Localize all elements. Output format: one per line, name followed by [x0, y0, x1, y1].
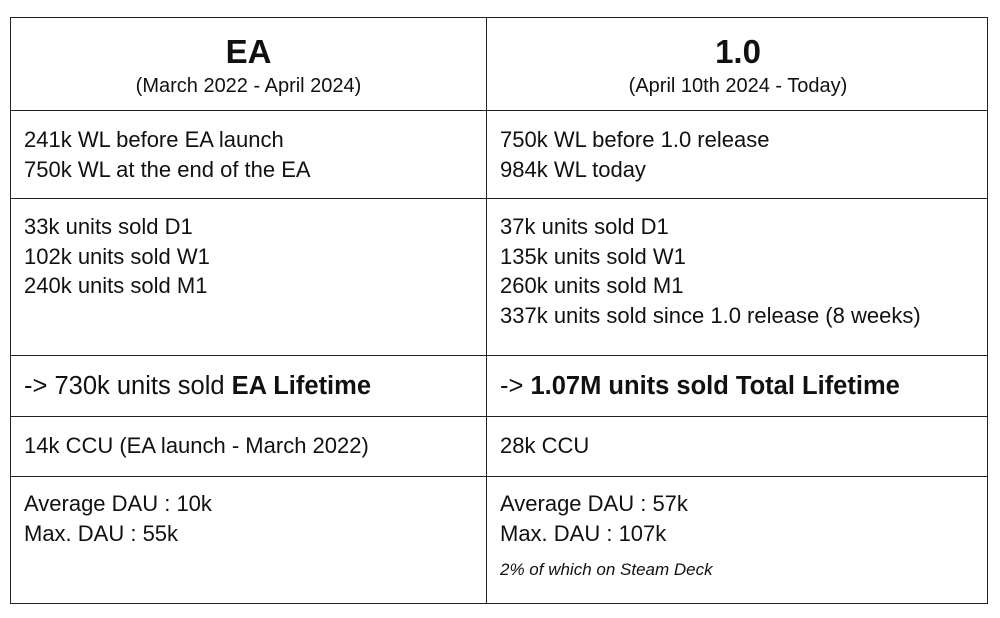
column-title-release: 1.0 [715, 33, 761, 70]
ccu-line: 28k CCU [500, 433, 590, 458]
row-divider [11, 198, 987, 199]
sales-line: 33k units sold D1 [24, 214, 193, 239]
sales-line: 337k units sold since 1.0 release (8 wee… [500, 302, 921, 328]
column-title-ea: EA [225, 33, 272, 70]
dau-line: Average DAU : 10k [24, 491, 212, 516]
stats-table: EA (March 2022 - April 2024) 1.0 (April … [10, 17, 988, 604]
row-divider [11, 476, 987, 477]
row-divider [11, 110, 987, 111]
sales-line: 135k units sold W1 [500, 243, 686, 269]
dau-line: Max. DAU : 55k [24, 520, 179, 546]
lifetime-prefix: -> [500, 372, 531, 400]
sales-line: 240k units sold M1 [24, 273, 208, 298]
lifetime-emphasis: EA Lifetime [231, 372, 372, 400]
wishlist-cell-ea: 241k WL before EA launch 750k WL at the … [11, 125, 486, 184]
dau-line: Average DAU : 57k [500, 491, 688, 516]
sales-cell-release: 37k units sold D1 135k units sold W1 260… [488, 212, 988, 330]
wishlist-line: 750k WL at the end of the EA [24, 156, 311, 182]
wishlist-cell-release: 750k WL before 1.0 release 984k WL today [488, 125, 988, 184]
header-cell-release: 1.0 (April 10th 2024 - Today) [488, 18, 988, 110]
sales-cell-ea: 33k units sold D1 102k units sold W1 240… [11, 212, 486, 301]
lifetime-summary-release: -> 1.07M units sold Total Lifetime [500, 371, 980, 401]
lifetime-emphasis: 1.07M units sold Total Lifetime [530, 372, 900, 400]
wishlist-line: 241k WL before EA launch [24, 127, 284, 152]
sales-line: 260k units sold M1 [500, 273, 684, 298]
steam-deck-note: 2% of which on Steam Deck [500, 560, 713, 579]
row-divider [11, 416, 987, 417]
lifetime-summary-ea: -> 730k units sold EA Lifetime [24, 371, 476, 401]
wishlist-line: 750k WL before 1.0 release [500, 127, 770, 152]
ccu-cell-release: 28k CCU [488, 431, 988, 461]
sales-line: 102k units sold W1 [24, 243, 210, 269]
wishlist-line: 984k WL today [500, 156, 646, 182]
dau-cell-release: Average DAU : 57k Max. DAU : 107k 2% of … [488, 489, 988, 580]
sales-line: 37k units sold D1 [500, 214, 669, 239]
header-cell-ea: EA (March 2022 - April 2024) [11, 18, 486, 110]
lifetime-cell-release: -> 1.07M units sold Total Lifetime [488, 371, 988, 401]
column-subtitle-release: (April 10th 2024 - Today) [628, 75, 848, 97]
column-divider [486, 18, 487, 603]
lifetime-cell-ea: -> 730k units sold EA Lifetime [11, 371, 486, 401]
dau-cell-ea: Average DAU : 10k Max. DAU : 55k [11, 489, 486, 548]
lifetime-prefix: -> 730k units sold [24, 372, 232, 400]
ccu-cell-ea: 14k CCU (EA launch - March 2022) [11, 431, 486, 461]
row-divider [11, 355, 987, 356]
dau-line: Max. DAU : 107k [500, 520, 667, 546]
column-subtitle-ea: (March 2022 - April 2024) [135, 75, 362, 97]
ccu-line: 14k CCU (EA launch - March 2022) [24, 433, 369, 458]
